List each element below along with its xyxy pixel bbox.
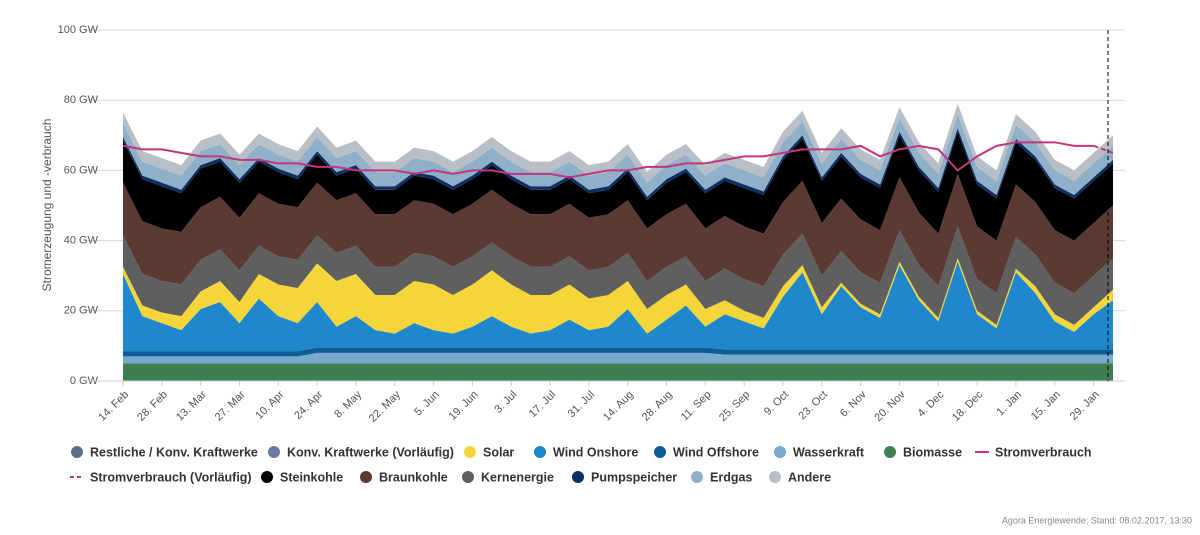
x-tick-label: 14. Feb: [96, 389, 131, 424]
x-tick-label: 1. Jan: [994, 389, 1024, 419]
x-tick-label: 31. Jul: [566, 389, 597, 420]
x-tick-label: 17. Jul: [527, 389, 558, 420]
x-tick-label: 23. Oct: [796, 389, 830, 423]
legend-label: Biomasse: [903, 445, 962, 459]
x-tick-label: 6. Nov: [838, 388, 869, 419]
x-tick-label: 28. Feb: [135, 389, 170, 424]
legend-label: Braunkohle: [379, 470, 448, 484]
area: [123, 114, 1113, 197]
legend-marker: [360, 471, 372, 483]
x-tick-label: 4. Dec: [916, 388, 947, 419]
x-tick-label: 19. Jun: [447, 389, 481, 423]
legend-marker: [654, 446, 666, 458]
legend-marker: [261, 471, 273, 483]
area: [123, 173, 1113, 294]
legend-label: Andere: [788, 470, 831, 484]
area: [123, 258, 1113, 334]
legend-marker: [769, 471, 781, 483]
x-tick-label: 20. Nov: [872, 388, 908, 424]
x-tick-label: 11. Sep: [679, 389, 714, 424]
x-tick-label: 24. Apr: [292, 388, 325, 421]
source: Agora Energiewende; Stand: 08.02.2017, 1…: [1002, 515, 1192, 525]
legend-label: Restliche / Konv. Kraftwerke: [90, 445, 258, 459]
legend-marker: [884, 446, 896, 458]
y-tick-label: 0 GW: [70, 375, 99, 387]
legend-label: Kernenergie: [481, 470, 554, 484]
line: [122, 141, 1094, 179]
x-tick-label: 9. Oct: [762, 389, 791, 418]
legend-label: Stromverbrauch (Vorläufig): [90, 470, 252, 484]
legend-label: Erdgas: [710, 470, 752, 484]
x-tick-label: 18. Dec: [950, 388, 986, 424]
line: [1093, 144, 1114, 154]
area: [123, 352, 1113, 364]
legend-marker: [572, 471, 584, 483]
x-tick-label: 15. Jan: [1029, 389, 1063, 423]
legend-label: Steinkohle: [280, 470, 343, 484]
legend-marker: [774, 446, 786, 458]
area: [123, 347, 1113, 357]
x-tick-label: 13. Mar: [174, 388, 209, 423]
legend-label: Konv. Kraftwerke (Vorläufig): [287, 445, 454, 459]
y-tick-label: 20 GW: [64, 305, 99, 317]
x-tick-label: 3. Jul: [492, 389, 519, 416]
x-tick-label: 5. Jun: [412, 389, 442, 419]
x-tick-label: 8. May: [332, 388, 364, 420]
legend-label: Stromverbrauch: [995, 445, 1092, 459]
legend-marker: [462, 471, 474, 483]
x-tick-label: 14. Aug: [601, 389, 636, 424]
legend-label: Wasserkraft: [793, 445, 865, 459]
x-tick-label: 27. Mar: [213, 388, 248, 423]
x-tick-label: 22. May: [367, 388, 404, 425]
legend-marker: [534, 446, 546, 458]
x-tick-label: 28. Aug: [640, 389, 675, 424]
legend-marker: [691, 471, 703, 483]
legend-label: Wind Offshore: [673, 445, 759, 459]
x-tick-label: 29. Jan: [1068, 389, 1102, 423]
area: [123, 103, 1113, 183]
y-tick-label: 60 GW: [64, 164, 99, 176]
area: [123, 128, 1113, 201]
legend-marker: [464, 446, 476, 458]
x-tick-label: 10. Apr: [253, 388, 286, 421]
area: [123, 261, 1113, 352]
y-tick-label: 100 GW: [58, 24, 99, 36]
y-axis-label: Stromerzeugung und -verbrauch: [40, 119, 54, 292]
legend-marker: [71, 446, 83, 458]
area: [123, 363, 1113, 381]
y-tick-label: 80 GW: [64, 94, 99, 106]
legend-label: Pumpspeicher: [591, 470, 677, 484]
x-tick-label: 25. Sep: [717, 389, 752, 424]
y-tick-label: 40 GW: [64, 235, 99, 247]
area: [123, 226, 1113, 325]
area: [123, 131, 1113, 241]
legend-marker: [268, 446, 280, 458]
legend-label: Wind Onshore: [553, 445, 638, 459]
legend-label: Solar: [483, 445, 514, 459]
